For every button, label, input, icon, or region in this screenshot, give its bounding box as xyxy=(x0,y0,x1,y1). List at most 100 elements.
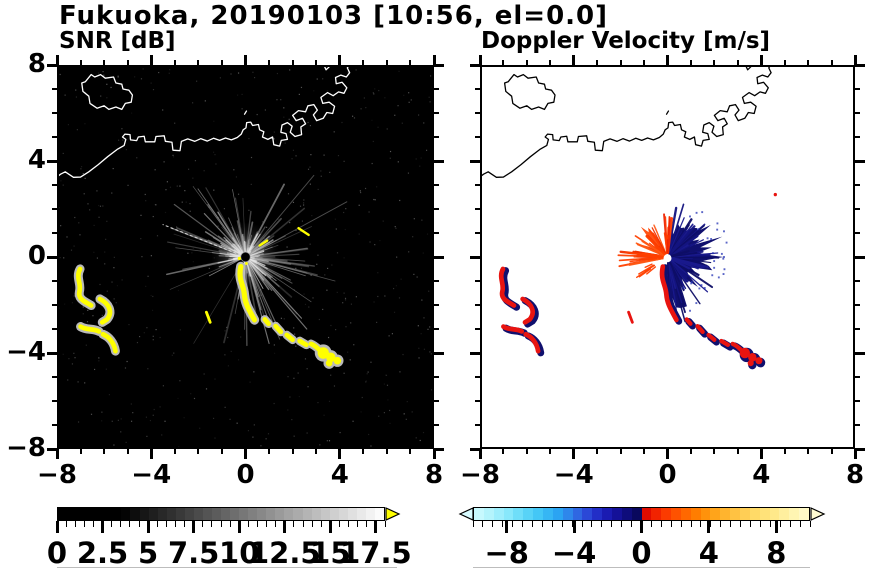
axis-tick xyxy=(52,328,57,330)
colorbar-tick xyxy=(551,521,553,527)
colorbar-tick xyxy=(65,521,67,527)
colorbar-tick-label: 5 xyxy=(138,536,159,570)
colorbar-cell xyxy=(230,508,241,520)
doppler-panel-label: Doppler Velocity [m/s] xyxy=(481,28,771,54)
colorbar-tick xyxy=(293,521,295,527)
axis-tick xyxy=(385,449,388,454)
colorbar-major-tick xyxy=(237,521,241,533)
axis-tick xyxy=(434,376,439,378)
colorbar-major-tick xyxy=(505,521,509,533)
colorbar-cell xyxy=(710,508,722,520)
colorbar-major-tick xyxy=(328,521,332,533)
colorbar-tick xyxy=(92,521,94,527)
axis-tick xyxy=(470,255,480,259)
colorbar-cell xyxy=(759,508,771,520)
axis-tick xyxy=(79,60,82,65)
axis-tick xyxy=(689,60,692,65)
snr-colorbar xyxy=(57,507,385,521)
y-axis-tick-label: 4 xyxy=(27,145,46,175)
axis-tick xyxy=(572,55,576,65)
colorbar-tick xyxy=(700,521,702,527)
colorbar-tick xyxy=(129,521,131,527)
axis-tick xyxy=(855,400,860,402)
snr-long-rays xyxy=(162,174,348,344)
colorbar-cell xyxy=(374,508,384,520)
colorbar-tick xyxy=(591,521,593,527)
colorbar-tick xyxy=(165,521,167,527)
colorbar-cell xyxy=(320,508,331,520)
colorbar-tick xyxy=(779,521,781,527)
colorbar-cell xyxy=(202,508,214,520)
colorbar-tick xyxy=(799,521,801,527)
axis-tick xyxy=(572,449,576,459)
colorbar-cell xyxy=(700,508,712,520)
axis-tick xyxy=(475,376,480,378)
colorbar-over-arrow xyxy=(810,507,826,521)
doppler-panel xyxy=(480,65,855,449)
colorbar-tick xyxy=(482,521,484,527)
colorbar-tick xyxy=(561,521,563,527)
colorbar-major-tick xyxy=(640,521,643,533)
axis-tick xyxy=(103,60,106,65)
colorbar-tick-label: 10 xyxy=(219,536,260,570)
axis-tick xyxy=(434,208,439,210)
colorbar-cell xyxy=(542,508,555,520)
radar-site-echo-dot xyxy=(237,256,242,261)
doppler-axes-frame xyxy=(480,65,855,449)
colorbar-tick xyxy=(522,521,524,527)
colorbar-cell xyxy=(221,508,232,520)
colorbar-tick xyxy=(750,521,752,527)
axis-tick xyxy=(47,447,57,451)
axis-tick xyxy=(52,376,57,378)
axis-tick xyxy=(475,400,480,402)
colorbar-cell xyxy=(85,508,96,520)
axis-tick xyxy=(549,60,552,65)
axis-tick xyxy=(47,255,57,259)
axis-tick xyxy=(52,232,57,234)
colorbar-major-tick xyxy=(55,521,59,533)
colorbar-tick xyxy=(247,521,249,527)
radar-site-echo-dot xyxy=(245,262,248,265)
colorbar-cell xyxy=(592,508,604,520)
colorbar-over-arrow xyxy=(385,507,401,521)
axis-tick xyxy=(855,447,865,451)
doppler-velocity-fans xyxy=(617,203,728,323)
colorbar-cell xyxy=(631,508,643,520)
axis-tick xyxy=(475,184,480,186)
doppler-colorbar-baseline xyxy=(473,567,810,568)
axis-tick xyxy=(855,159,865,163)
axis-tick xyxy=(291,449,294,454)
colorbar-tick xyxy=(512,521,514,527)
axis-tick xyxy=(220,60,223,65)
colorbar-cell xyxy=(680,508,693,520)
colorbar-major-tick xyxy=(283,521,287,533)
axis-tick xyxy=(475,136,480,138)
axis-tick xyxy=(830,449,833,454)
colorbar-tick xyxy=(730,521,732,527)
colorbar-cell xyxy=(779,508,791,520)
axis-tick xyxy=(434,232,439,234)
colorbar-cell xyxy=(184,508,196,520)
axis-tick xyxy=(244,55,247,65)
axis-tick xyxy=(736,449,739,454)
colorbar-tick xyxy=(680,521,682,527)
colorbar-tick-label: −8 xyxy=(484,536,529,570)
axis-tick xyxy=(475,232,480,234)
colorbar-tick xyxy=(769,521,771,527)
axis-tick xyxy=(432,449,436,459)
colorbar-tick xyxy=(571,521,573,527)
axis-tick xyxy=(475,88,480,90)
colorbar-cell xyxy=(166,508,178,520)
colorbar-tick xyxy=(184,521,186,527)
axis-tick xyxy=(478,449,482,459)
axis-tick xyxy=(807,60,810,65)
axis-tick xyxy=(713,60,716,65)
colorbar-tick xyxy=(311,521,313,527)
colorbar-cell xyxy=(130,508,141,520)
colorbar-cell xyxy=(562,508,574,520)
colorbar-cell xyxy=(671,508,683,520)
colorbar-under-arrow xyxy=(458,507,474,521)
colorbar-tick xyxy=(631,521,633,527)
y-axis-tick-label: 0 xyxy=(27,241,46,271)
